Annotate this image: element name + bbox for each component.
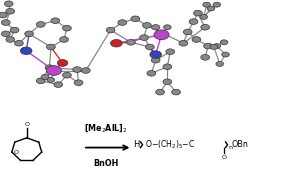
Circle shape (60, 37, 68, 42)
Circle shape (194, 10, 202, 16)
Circle shape (151, 57, 160, 63)
Circle shape (81, 68, 90, 73)
Circle shape (189, 19, 198, 24)
Circle shape (213, 2, 221, 7)
Circle shape (179, 40, 188, 46)
Circle shape (15, 40, 23, 46)
Circle shape (210, 45, 218, 49)
Circle shape (36, 22, 45, 27)
Text: O: O (24, 122, 29, 127)
Circle shape (41, 74, 49, 80)
Text: [Me$_2$AlL]$_2$: [Me$_2$AlL]$_2$ (84, 122, 128, 134)
Circle shape (207, 6, 215, 11)
Circle shape (183, 29, 192, 35)
Circle shape (25, 31, 33, 37)
Circle shape (143, 23, 151, 28)
Circle shape (200, 14, 207, 19)
Circle shape (6, 37, 15, 42)
Text: n: n (228, 145, 233, 149)
Text: O: O (13, 149, 18, 155)
Circle shape (150, 51, 162, 58)
Circle shape (222, 52, 229, 57)
Circle shape (201, 24, 210, 30)
Circle shape (213, 44, 221, 49)
Circle shape (163, 79, 172, 85)
Circle shape (10, 27, 19, 33)
Circle shape (154, 30, 169, 40)
Circle shape (216, 61, 223, 66)
Circle shape (172, 89, 180, 95)
Circle shape (20, 47, 32, 55)
Circle shape (73, 67, 81, 72)
Circle shape (54, 82, 63, 87)
Circle shape (1, 20, 10, 25)
Circle shape (203, 2, 210, 7)
Circle shape (147, 70, 156, 76)
Circle shape (164, 25, 171, 30)
Circle shape (146, 44, 154, 50)
Circle shape (47, 44, 55, 50)
Text: O$-$(CH$_2$)$_5$$-$C: O$-$(CH$_2$)$_5$$-$C (145, 139, 195, 151)
Circle shape (127, 39, 135, 45)
Circle shape (111, 39, 122, 47)
Circle shape (192, 37, 201, 42)
Circle shape (74, 80, 83, 86)
Text: BnOH: BnOH (93, 159, 119, 168)
Circle shape (0, 12, 7, 18)
Circle shape (4, 1, 13, 7)
Circle shape (57, 60, 68, 66)
Circle shape (220, 40, 228, 45)
Circle shape (131, 16, 140, 22)
Circle shape (46, 66, 61, 75)
Text: OBn: OBn (231, 140, 248, 149)
Circle shape (63, 72, 71, 78)
Circle shape (45, 65, 54, 70)
Circle shape (1, 31, 10, 37)
Circle shape (63, 25, 71, 31)
Circle shape (47, 77, 55, 82)
Circle shape (204, 43, 212, 49)
Text: O: O (221, 155, 227, 160)
Circle shape (118, 20, 127, 25)
Circle shape (106, 27, 115, 33)
Circle shape (201, 55, 210, 60)
Circle shape (163, 64, 172, 70)
Circle shape (6, 8, 15, 14)
Circle shape (140, 35, 148, 40)
Circle shape (152, 25, 160, 30)
Circle shape (166, 49, 175, 55)
Circle shape (51, 18, 60, 24)
Text: H: H (134, 140, 140, 149)
Circle shape (36, 78, 45, 84)
Circle shape (156, 89, 164, 95)
